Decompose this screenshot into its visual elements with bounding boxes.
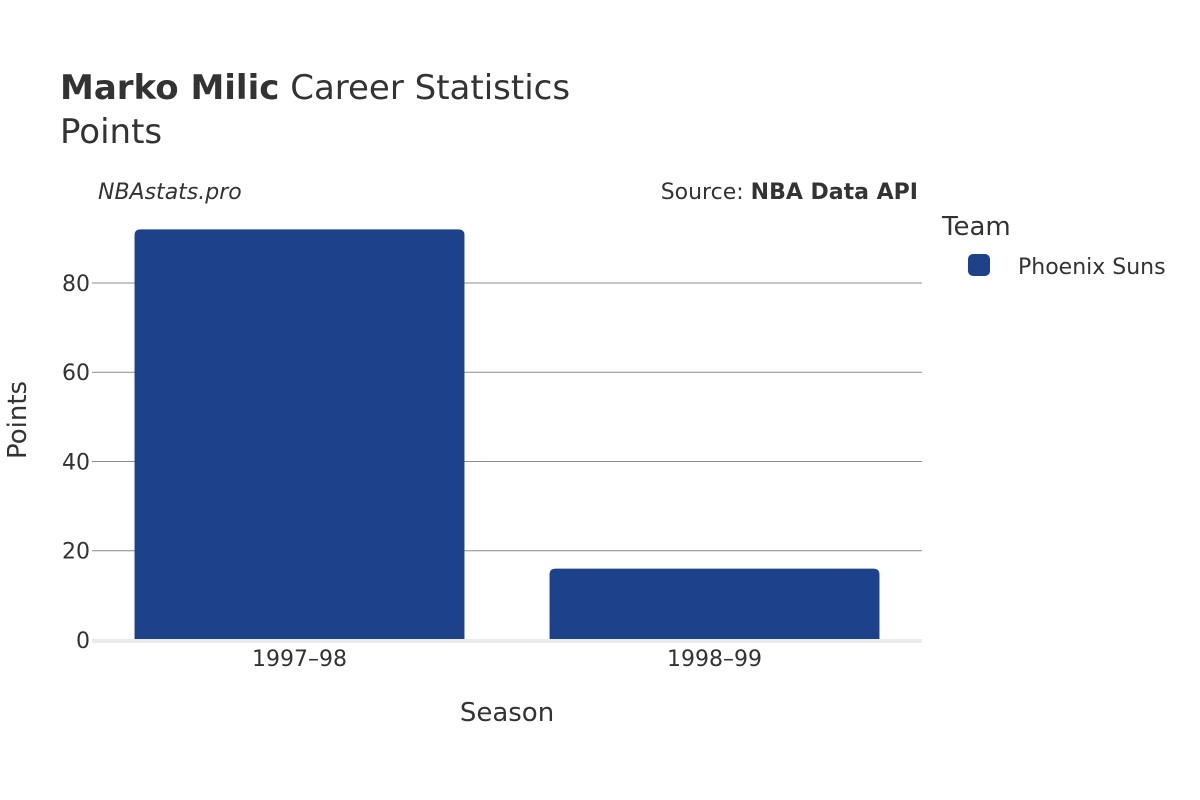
source-text: Source: NBA Data API (661, 180, 918, 205)
legend-swatch-0 (968, 254, 990, 276)
legend-title: Team (941, 212, 1011, 242)
y-tick-label-60: 60 (62, 361, 90, 386)
legend-entries: Phoenix Suns (968, 254, 1166, 280)
bar-1998–99 (549, 568, 880, 640)
source-prefix: Source: (661, 180, 751, 205)
y-axis-label: Points (3, 381, 33, 459)
source-name: NBA Data API (751, 180, 918, 205)
chart-subtitle: Points (60, 112, 163, 152)
title-suffix: Career Statistics (279, 68, 571, 108)
y-tick-label-0: 0 (76, 629, 90, 654)
bar-1997–98 (134, 229, 465, 641)
x-axis-label: Season (460, 698, 554, 728)
player-name: Marko Milic (60, 68, 280, 108)
x-tick-label-1997–98: 1997–98 (252, 647, 347, 672)
legend-label-0: Phoenix Suns (1018, 255, 1166, 280)
y-tick-label-20: 20 (62, 540, 90, 565)
y-tick-labels: 0 20 40 60 80 (62, 272, 90, 654)
watermark-text: NBAstats.pro (98, 180, 242, 205)
y-tick-label-40: 40 (62, 450, 90, 475)
bars (134, 229, 880, 641)
x-tick-label-1998–99: 1998–99 (667, 647, 762, 672)
x-tick-labels: 1997–98 1998–99 (252, 647, 762, 672)
y-tick-label-80: 80 (62, 272, 90, 297)
chart-title: Marko Milic Career Statistics (60, 66, 570, 110)
legend: Team Phoenix Suns (941, 212, 1166, 280)
